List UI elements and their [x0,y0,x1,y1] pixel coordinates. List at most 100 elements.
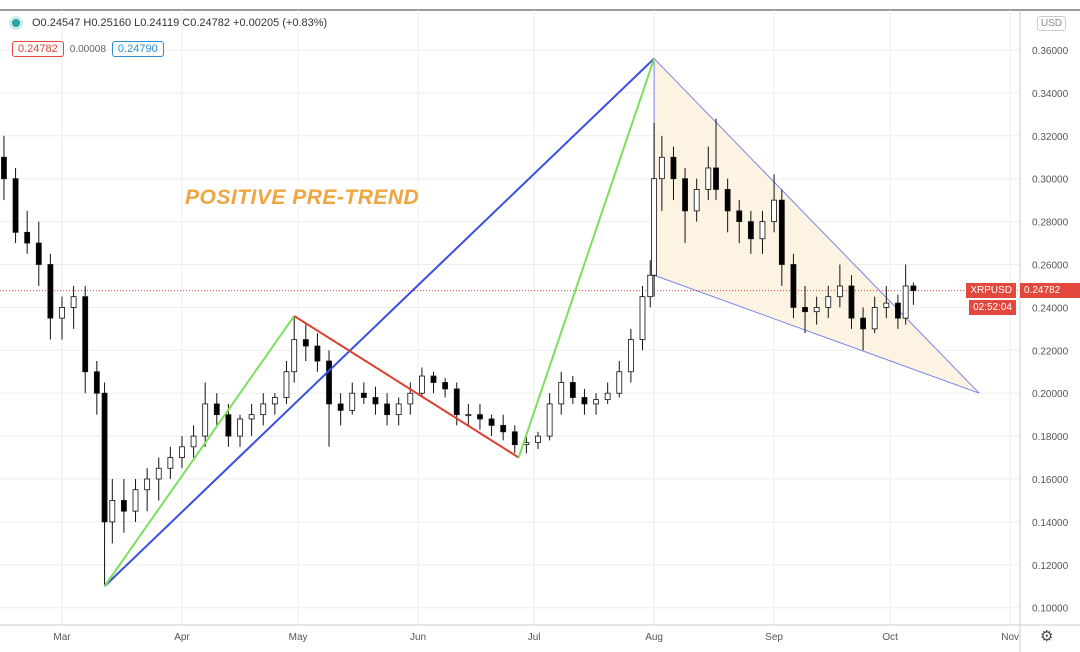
y-tick-label: 0.28000 [1032,218,1069,229]
trend-line [293,315,520,459]
candle-body [395,403,402,416]
candle-body [260,403,267,416]
y-tick-label: 0.14000 [1032,518,1069,529]
candle-body [860,317,866,330]
x-tick-label: Apr [174,632,190,643]
candle-body [647,274,654,298]
candle-body [237,418,243,437]
candle-body [658,156,665,180]
candle-body [535,435,541,443]
y-tick-label: 0.26000 [1032,261,1069,272]
candle-body [59,306,65,319]
candle-body [190,435,197,448]
candle-body [101,392,108,523]
candle-body [871,306,878,330]
status-dot-icon [12,19,20,27]
candle-body [144,478,151,491]
candle-body [407,392,414,405]
candle-body [314,345,321,362]
candle-body [736,210,743,222]
candle-body [109,500,116,523]
candle-body [271,397,278,405]
y-tick-label: 0.16000 [1032,475,1069,486]
candle-body [604,392,611,401]
trend-line [103,57,655,587]
candle-body [883,302,890,308]
gear-icon[interactable]: ⚙ [1040,628,1054,645]
candle-body [895,302,901,319]
spread: 0.00008 [69,43,106,55]
candle-body [569,382,576,398]
symbol-label: XRPUSD [966,283,1016,299]
candle-body [155,467,162,480]
candle-body [167,457,174,469]
candle-body [705,167,712,190]
candle-body [372,397,379,405]
y-tick-label: 0.18000 [1032,432,1069,443]
candle-body [24,231,31,244]
buy-button[interactable]: 0.24790 [111,41,164,57]
candle-body [790,264,797,308]
y-tick-label: 0.36000 [1032,46,1069,57]
candle-body [283,371,290,398]
candle-body [465,414,472,417]
candle-body [670,156,677,180]
candle-body [627,339,634,373]
y-tick-label: 0.24000 [1032,303,1069,314]
candle-body [430,375,437,383]
falling-wedge-triangle [653,57,980,394]
candle-body [225,414,232,437]
candle-body [825,296,832,308]
sell-button[interactable]: 0.24782 [12,41,64,57]
ohlc-values: O0.24547 H0.25160 L0.24119 C0.24782 +0.0… [32,17,328,29]
candle-body [848,285,855,319]
y-tick-label: 0.12000 [1032,561,1069,572]
candle-body [836,285,843,298]
candle-body [179,446,185,458]
candle-body [12,178,19,233]
candle-body [759,221,766,240]
y-tick-label: 0.10000 [1032,604,1069,615]
candle-body [442,382,449,390]
y-tick-label: 0.34000 [1032,89,1069,100]
x-tick-label: Sep [765,632,783,643]
candle-body [771,199,777,222]
candle-body [349,392,356,411]
candle-body [1,156,7,180]
candle-body [802,306,808,313]
candle-body [558,382,565,405]
y-tick-label: 0.22000 [1032,346,1069,357]
x-tick-label: Mar [53,632,71,643]
y-tick-label: 0.20000 [1032,389,1069,400]
bid-ask-row: 0.24782 0.00008 0.24790 [12,41,164,57]
candle-body [488,418,495,426]
candle-body [724,189,731,212]
candle-body [132,489,139,512]
candle-body [902,285,909,319]
candle-body [47,264,54,319]
candle-body [70,296,77,308]
bar-countdown: 02:52:04 [969,299,1016,315]
candle-body [500,424,507,433]
candle-body [419,375,425,394]
candle-body [546,403,553,437]
candle-body [35,242,42,265]
candle-body [616,371,623,394]
x-tick-label: May [289,632,308,643]
candle-body [813,306,820,313]
candle-body [82,296,89,373]
trend-line [103,315,296,587]
candle-body [593,399,599,405]
candle-body [326,360,332,405]
candle-body [360,392,367,398]
annotation-text: POSITIVE PRE-TREND [185,186,420,209]
currency-label[interactable]: USD [1036,16,1066,31]
candle-body [778,199,785,265]
candle-body [302,339,309,347]
candle-body [213,403,220,416]
candle-body [291,339,298,373]
candle-body [121,500,127,512]
candle-body [248,414,255,420]
